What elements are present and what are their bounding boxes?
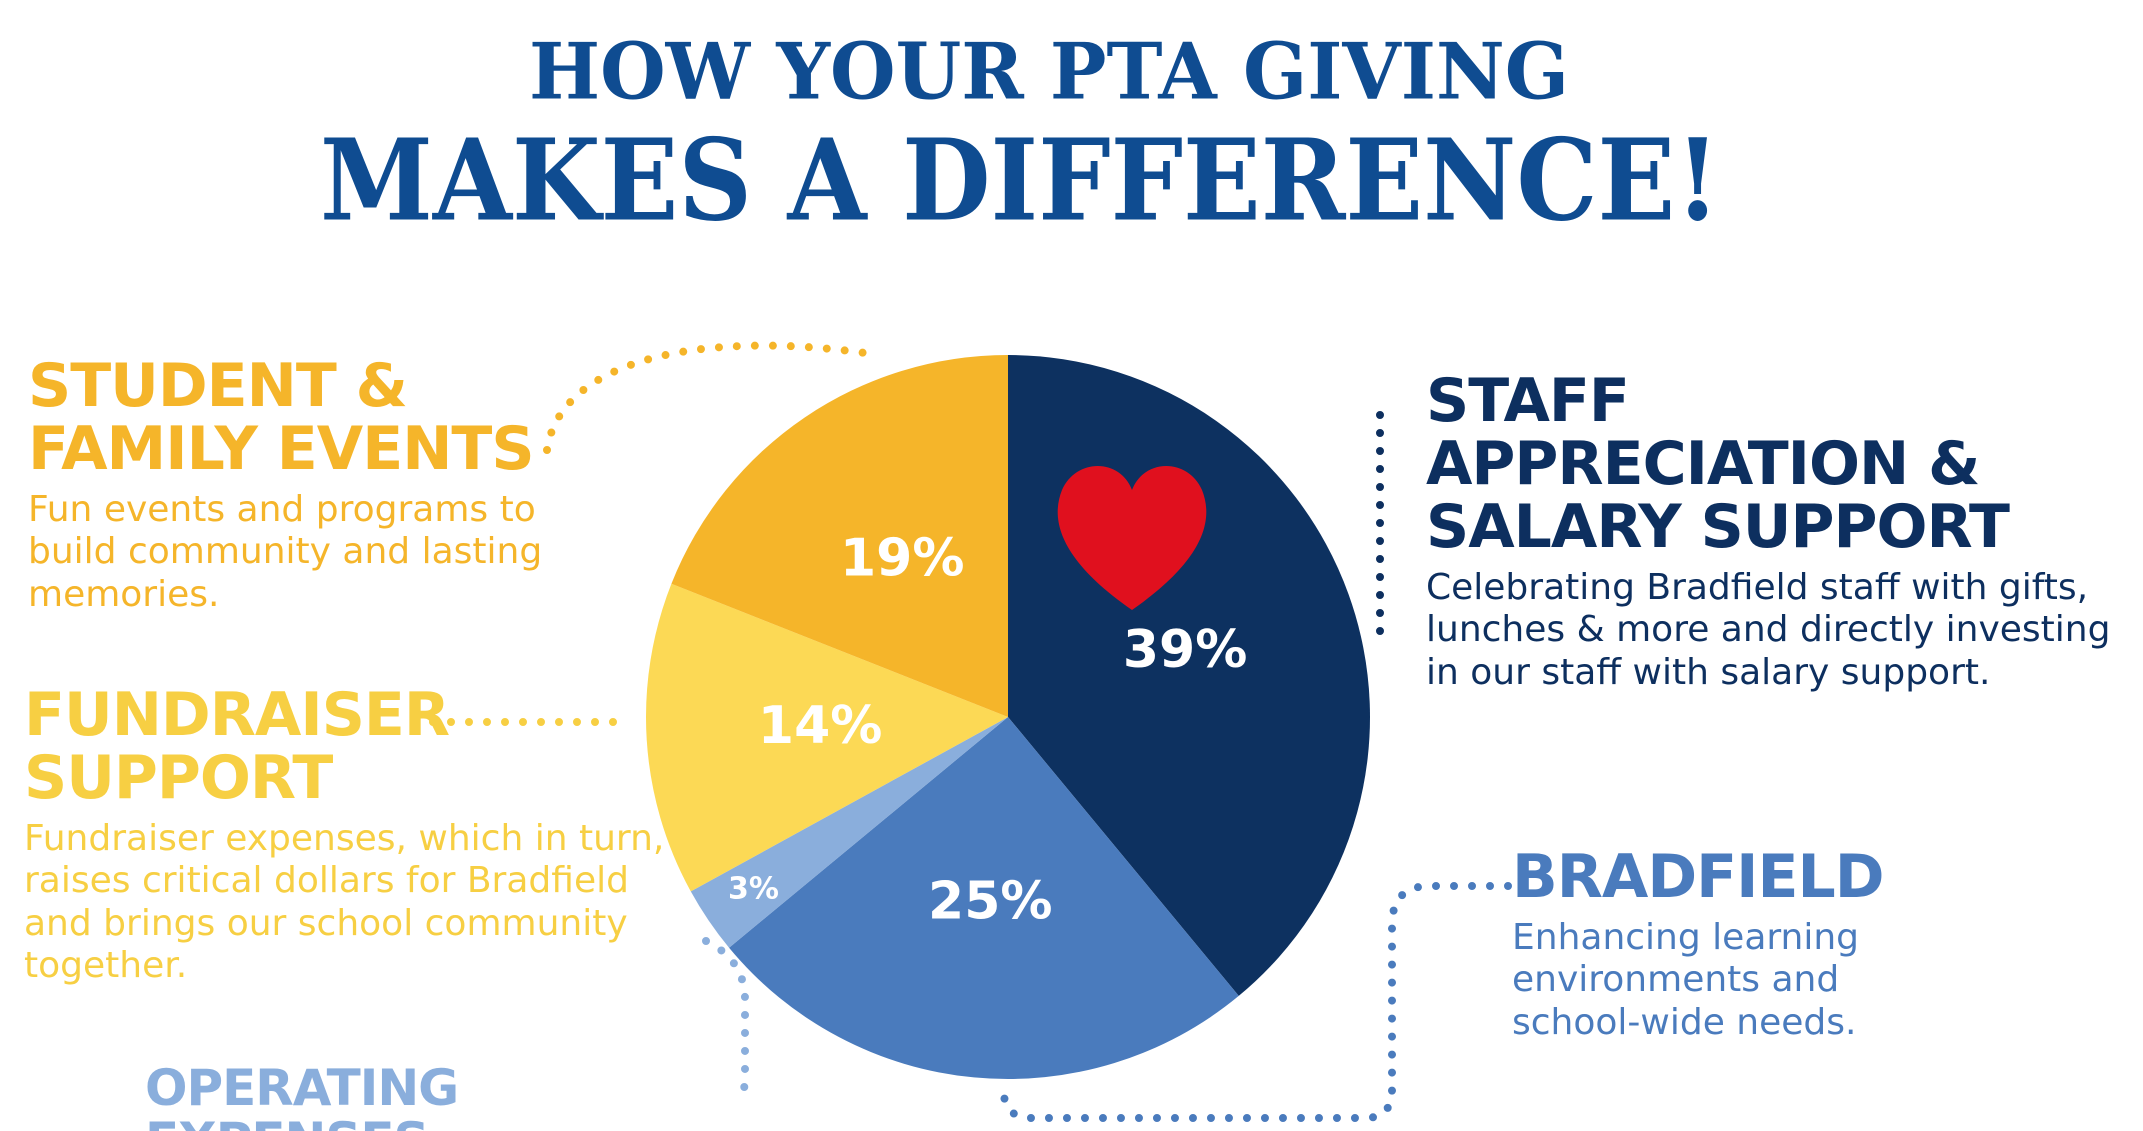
category-label: STAFF APPRECIATION & SALARY SUPPORT (1426, 366, 2010, 562)
category-block: STAFF APPRECIATION & SALARY SUPPORT Celeb… (1426, 370, 2126, 694)
pie-slice (671, 355, 1008, 717)
pie-slice (729, 717, 1239, 1079)
connector (999, 882, 1512, 1122)
chart-title: HOW YOUR PTA GIVING (529, 27, 1569, 118)
pie-slice (646, 583, 1008, 892)
category-block: BRADFIELD Enhancing learning environments… (1512, 846, 2012, 1044)
category-description: Fundraiser expenses, which in turn, rais… (24, 818, 665, 987)
value-label: 14% (758, 696, 882, 756)
chart-subtitle: MAKES A DIFFERENCE! (320, 115, 1720, 246)
value-label: 39% (1123, 620, 1247, 680)
category-block: FUNDRAISER SUPPORT Fundraiser expenses, w… (24, 684, 674, 988)
value-label: 19% (840, 528, 964, 588)
value-label: 25% (928, 871, 1052, 931)
category-block: STUDENT & FAMILY EVENTS Fun events and pr… (28, 355, 568, 616)
heart-icon (1057, 466, 1207, 610)
connector (543, 341, 869, 454)
category-label: OPERATING EXPENSES (145, 1059, 459, 1131)
category-description: Fun events and programs to build communi… (28, 489, 543, 615)
value-label: 3% (728, 871, 779, 906)
category-label: STUDENT & FAMILY EVENTS (28, 351, 535, 484)
category-block: OPERATING EXPENSES (145, 1062, 745, 1131)
category-description: Celebrating Bradfield staff with gifts, … (1426, 567, 2111, 693)
connector (702, 937, 749, 1099)
category-description: Enhancing learning environments and scho… (1512, 917, 1860, 1043)
category-label: FUNDRAISER SUPPORT (24, 680, 450, 813)
pie-slice (690, 717, 1008, 948)
category-label: BRADFIELD (1512, 842, 1885, 912)
